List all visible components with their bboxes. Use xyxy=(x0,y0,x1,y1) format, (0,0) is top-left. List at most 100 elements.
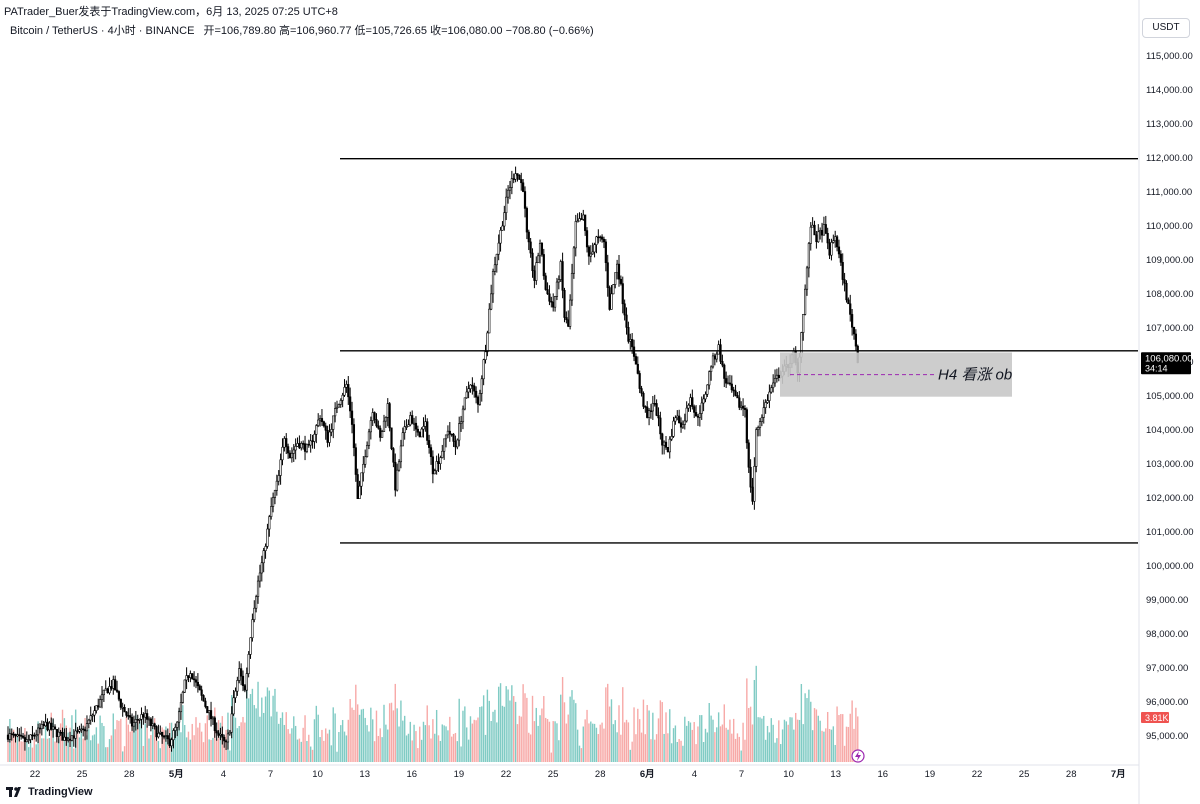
candle xyxy=(664,435,668,450)
volume-bar xyxy=(556,723,558,762)
candle-body xyxy=(777,374,780,378)
candle xyxy=(358,480,361,500)
volume-bar xyxy=(857,716,859,762)
volume-bar xyxy=(268,690,271,762)
candle xyxy=(25,731,28,743)
candle-body xyxy=(354,447,357,475)
volume-bar xyxy=(370,707,372,762)
time-axis[interactable]: 22 25 28 5月 4 7 10 13 16 19 22 25 28 6月 4 7 10 13 16 19 22 25… xyxy=(0,764,1139,780)
time-tick-label: 10 xyxy=(312,769,323,780)
candle xyxy=(758,418,762,437)
volume-bar xyxy=(638,719,641,762)
volume-bar xyxy=(407,733,410,762)
volume-bar xyxy=(629,749,631,762)
candle xyxy=(747,439,750,473)
candle xyxy=(805,265,809,296)
candle-body xyxy=(747,442,750,468)
footer-brand: TradingView xyxy=(6,786,93,798)
candle xyxy=(412,417,416,431)
candle-body xyxy=(226,733,230,743)
candle xyxy=(555,277,559,301)
candle xyxy=(85,715,89,740)
volume-bar xyxy=(332,707,334,762)
candle xyxy=(337,403,340,408)
volume-bar xyxy=(761,718,763,762)
volume-bar xyxy=(749,706,752,762)
candle-body xyxy=(416,428,419,433)
candle-body xyxy=(268,516,271,530)
volume-bar xyxy=(531,695,534,762)
candle xyxy=(824,215,827,235)
candle xyxy=(459,415,463,432)
candle xyxy=(298,435,301,449)
volume-bar xyxy=(106,747,109,762)
candle xyxy=(550,296,553,308)
candle xyxy=(852,326,856,340)
volume-bar xyxy=(791,717,793,762)
candle xyxy=(843,272,846,292)
volume-bar xyxy=(845,726,848,762)
candle xyxy=(29,734,32,744)
candle-body xyxy=(138,718,141,721)
candle-body xyxy=(223,736,226,742)
candle xyxy=(157,724,160,739)
volume-bar xyxy=(223,736,225,762)
volume-bar xyxy=(236,728,239,762)
candle-body xyxy=(428,440,431,448)
volume-bar xyxy=(806,698,808,762)
volume-bar xyxy=(729,719,731,762)
candle xyxy=(230,706,233,739)
candle xyxy=(232,690,235,716)
candle xyxy=(87,718,90,729)
candle xyxy=(332,415,335,439)
candle-body xyxy=(488,308,491,334)
price-axis[interactable]: 115,000.00 114,000.00 113,000.00 112,000.00… xyxy=(1138,0,1194,804)
volume-bar xyxy=(251,688,254,762)
price-tick-label: 108,000.00 xyxy=(1146,289,1194,300)
candle xyxy=(465,386,468,399)
volume-bar xyxy=(804,693,806,762)
candle-body xyxy=(228,731,231,735)
volume-bar xyxy=(434,733,436,762)
volume-bar xyxy=(591,723,594,762)
volume-bar xyxy=(372,719,374,762)
candle-body xyxy=(358,485,361,500)
candle-body xyxy=(377,425,380,429)
candle xyxy=(687,403,690,412)
volume-bar xyxy=(184,725,186,762)
candle xyxy=(757,425,760,437)
candle-body xyxy=(68,738,72,741)
volume-bar xyxy=(821,730,823,762)
candle-body xyxy=(119,698,122,708)
volume-bar xyxy=(543,696,545,762)
candle-body xyxy=(313,433,316,442)
candle-body xyxy=(337,404,340,408)
volume-bar xyxy=(620,734,622,762)
volume-bar xyxy=(125,717,128,762)
lightning-icon-bolt xyxy=(855,751,861,761)
currency-button[interactable]: USDT xyxy=(1142,18,1190,38)
candle-body xyxy=(196,681,199,687)
volume-bar xyxy=(458,698,460,762)
h4-bullish-ob-zone[interactable]: H4 看涨 ob xyxy=(780,352,1012,397)
candle-body xyxy=(99,699,102,708)
volume-bar xyxy=(445,726,447,762)
candle-body xyxy=(758,421,762,428)
candle-body xyxy=(569,299,572,327)
volume-bar xyxy=(706,732,709,762)
candle xyxy=(33,732,36,740)
candle xyxy=(279,453,282,485)
volume-bar xyxy=(341,720,344,762)
volume-bar xyxy=(313,719,316,762)
candle xyxy=(70,735,74,742)
lightning-icon[interactable] xyxy=(851,749,865,763)
candle-body xyxy=(132,722,136,727)
price-tick-label: 115,000.00 xyxy=(1146,51,1193,62)
candle xyxy=(61,727,64,741)
candle xyxy=(200,685,203,701)
volume-bar xyxy=(642,699,645,762)
volume-bar xyxy=(535,707,537,762)
candle-body xyxy=(704,393,707,400)
candle-body xyxy=(409,415,412,426)
